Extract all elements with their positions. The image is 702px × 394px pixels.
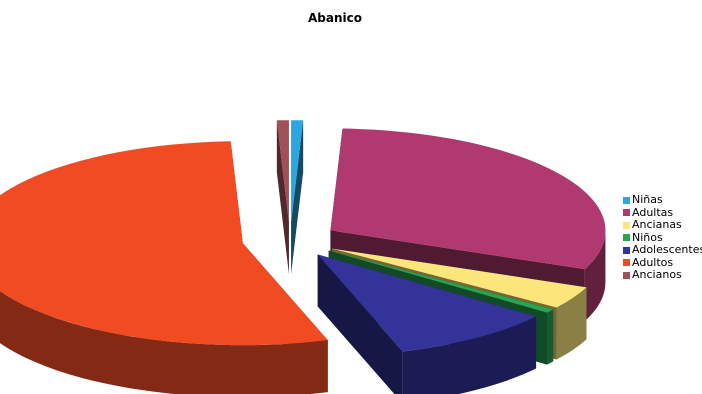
slice-side-adolescentes bbox=[402, 316, 537, 394]
legend-label: Adultos bbox=[632, 255, 674, 269]
legend-item-adultas: Adultas bbox=[623, 205, 702, 220]
slice-ni-as bbox=[291, 120, 304, 275]
legend-label: Adultas bbox=[632, 205, 674, 219]
legend-swatch bbox=[623, 209, 630, 217]
chart-title: Abanico bbox=[308, 11, 362, 25]
slice-side-adultos bbox=[0, 291, 328, 394]
legend-item-ni-as: Niñas bbox=[623, 193, 702, 207]
slice-top-adultas bbox=[330, 128, 606, 270]
legend-label: Ancianos bbox=[632, 268, 682, 281]
legend-swatch bbox=[623, 196, 630, 204]
legend-label: Niños bbox=[632, 230, 663, 244]
legend-swatch bbox=[623, 234, 630, 242]
slice-side-ancianas bbox=[556, 287, 587, 360]
legend-label: Niñas bbox=[632, 193, 663, 206]
slice-wall-ni-as bbox=[291, 120, 304, 275]
legend-item-ancianos: Ancianos bbox=[623, 268, 702, 282]
legend-label: Ancianas bbox=[632, 218, 682, 231]
slice-wall-ancianos bbox=[276, 120, 289, 275]
slice-top-adolescentes bbox=[317, 254, 537, 352]
slice-top-ancianas bbox=[332, 248, 587, 308]
legend-swatch bbox=[623, 221, 630, 229]
legend: Niñas Adultas Ancianas Niños Adolescentes Adu… bbox=[623, 193, 702, 282]
legend-swatch bbox=[623, 259, 630, 267]
slice-top-adultos bbox=[0, 141, 328, 346]
slice-top-ancianos bbox=[276, 120, 289, 223]
legend-item-adultos: Adultos bbox=[623, 255, 702, 270]
slice-top-ni-os bbox=[328, 250, 554, 313]
legend-swatch bbox=[623, 271, 630, 279]
slice-side-adultas bbox=[584, 230, 606, 322]
slice-ancianos bbox=[276, 120, 289, 275]
slice-side-ni-os bbox=[547, 309, 554, 365]
legend-swatch bbox=[623, 246, 630, 254]
legend-item-ancianas: Ancianas bbox=[623, 218, 702, 232]
slice-top-ni-as bbox=[291, 120, 304, 223]
legend-item-adolescentes: Adolescentes bbox=[623, 243, 702, 257]
legend-label: Adolescentes bbox=[632, 243, 702, 256]
slice-wall-adolescentes bbox=[317, 254, 403, 394]
legend-item-ni-os: Niños bbox=[623, 230, 702, 245]
